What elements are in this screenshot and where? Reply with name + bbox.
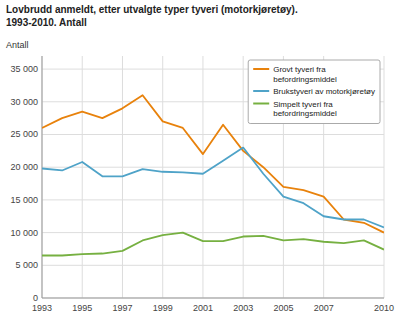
y-grid-line (42, 265, 384, 266)
x-tick-label: 1993 (32, 303, 52, 313)
x-grid-line (202, 56, 203, 298)
subtitle: 1993-2010. Antall (6, 17, 87, 28)
y-grid-line (42, 199, 384, 200)
series-line (42, 233, 384, 256)
title: Lovbrudd anmeldt, etter utvalgte typer t… (6, 4, 298, 15)
x-tick-label: 2005 (273, 303, 293, 313)
y-grid-line (42, 134, 384, 135)
chart: Lovbrudd anmeldt, etter utvalgte typer t… (0, 0, 400, 320)
y-tick-label: 20 000 (10, 162, 38, 172)
grid (42, 56, 384, 298)
x-tick-label: 2010 (374, 303, 394, 313)
x-tick-label: 2003 (233, 303, 253, 313)
series-line (42, 95, 384, 232)
x-grid-line (384, 56, 385, 298)
legend-label: Grovt tyveri frabefordringsmiddel (273, 65, 337, 84)
x-grid-line (162, 56, 163, 298)
x-tick-label: 2007 (314, 303, 334, 313)
legend-label: Simpelt tyveri frabefordringsmiddel (273, 100, 337, 119)
legend: Grovt tyveri frabefordringsmiddel Bruksty… (248, 60, 380, 124)
x-grid-line (243, 56, 244, 298)
legend-items: Grovt tyveri frabefordringsmiddel Bruksty… (253, 65, 375, 118)
x-tick-label: 2001 (193, 303, 213, 313)
y-tick-label: 0 (33, 293, 38, 303)
x-tick-label: 1999 (153, 303, 173, 313)
y-grid-line (42, 232, 384, 233)
series-line (42, 148, 384, 228)
y-tick-label: 10 000 (10, 228, 38, 238)
x-tick-label: 1995 (72, 303, 92, 313)
legend-label: Brukstyveri av motorkjøretøy (273, 87, 375, 96)
y-tick-label: 15 000 (10, 195, 38, 205)
x-tick-label: 1997 (112, 303, 132, 313)
y-axis-line (42, 56, 43, 298)
x-grid-line (82, 56, 83, 298)
y-tick-label: 35 000 (10, 64, 38, 74)
y-tick-label: 5 000 (15, 260, 38, 270)
x-axis-line (42, 298, 384, 299)
x-grid-line (42, 56, 43, 298)
legend-swatch (253, 90, 269, 92)
legend-box (248, 60, 380, 124)
legend-swatch (253, 68, 269, 70)
y-tick-label: 30 000 (10, 97, 38, 107)
y-axis-label: Antall (6, 40, 29, 50)
y-tick-label: 25 000 (10, 129, 38, 139)
y-grid-line (42, 298, 384, 299)
legend-swatch (253, 103, 269, 105)
